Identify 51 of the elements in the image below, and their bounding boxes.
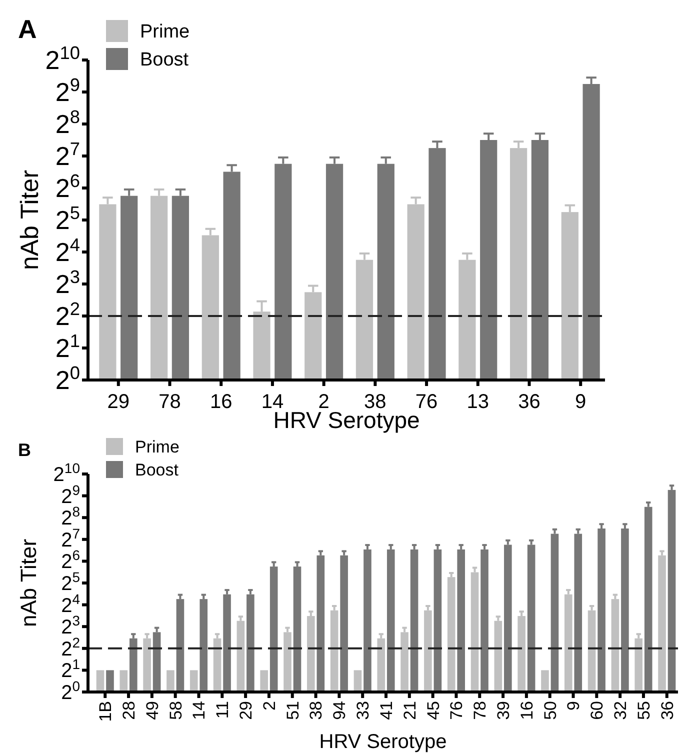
x-tick-label: 58 — [166, 701, 186, 720]
y-tick-label: 2$^{2}$ — [55, 299, 80, 332]
y-tick-label: 2$^{4}$ — [55, 235, 80, 268]
y-tick-label: 2$^{1}$ — [55, 331, 80, 364]
x-tick-label: 13 — [466, 391, 490, 413]
legend-label: Prime — [135, 437, 180, 456]
x-tick-label: 14 — [190, 701, 209, 720]
y-tick-label: 2$^{5}$ — [55, 203, 80, 236]
y-axis-title: nAb Titer — [16, 538, 41, 628]
x-tick-label: 41 — [376, 701, 396, 720]
x-tick-label: 32 — [611, 701, 630, 720]
legend-label: Prime — [140, 22, 190, 43]
x-tick-label: 49 — [142, 701, 162, 720]
chart-title: B — [18, 440, 31, 460]
x-tick-label: 94 — [330, 701, 350, 720]
y-tick-label: 2$^{9}$ — [55, 75, 80, 108]
x-tick-label: 16 — [517, 701, 536, 720]
x-axis-title: HRV Serotype — [319, 731, 447, 753]
x-tick-label: 11 — [213, 701, 232, 719]
x-tick-label: 39 — [494, 701, 513, 720]
x-tick-label: 2 — [260, 701, 279, 710]
x-tick-label: 36 — [658, 701, 677, 720]
x-tick-label: 1B — [96, 701, 116, 722]
y-tick-label: 2$^{6}$ — [55, 171, 80, 204]
x-tick-label: 50 — [540, 701, 560, 720]
x-tick-label: 51 — [283, 701, 302, 720]
x-tick-label: 9 — [564, 701, 584, 710]
legend-label: Boost — [135, 460, 179, 480]
x-tick-label: 76 — [447, 701, 466, 720]
x-tick-label: 78 — [470, 701, 490, 720]
y-tick-label: 2$^{3}$ — [55, 267, 80, 300]
x-tick-label: 21 — [400, 701, 420, 720]
x-tick-label: 36 — [518, 391, 540, 413]
y-tick-label: 2$^{7}$ — [55, 139, 80, 172]
legend-label: Boost — [140, 50, 190, 71]
x-tick-label: 29 — [236, 701, 256, 720]
x-tick-label: 9 — [575, 391, 586, 413]
x-tick-label: 33 — [354, 701, 373, 720]
x-tick-label: 28 — [119, 701, 138, 720]
x-tick-label: 60 — [588, 701, 607, 720]
y-tick-label: 2$^{10}$ — [45, 43, 80, 76]
x-tick-label: 16 — [210, 391, 232, 413]
x-tick-label: 29 — [107, 391, 130, 413]
y-axis-title: nAb Titer — [16, 170, 44, 270]
y-tick-label: 2$^{8}$ — [55, 107, 80, 140]
chart-title: A — [18, 14, 37, 44]
x-tick-label: 78 — [158, 391, 181, 413]
x-tick-label: 45 — [424, 701, 443, 720]
y-tick-label: 2$^{0}$ — [55, 363, 80, 396]
x-tick-label: 55 — [634, 701, 654, 720]
x-tick-label: 38 — [306, 701, 326, 720]
